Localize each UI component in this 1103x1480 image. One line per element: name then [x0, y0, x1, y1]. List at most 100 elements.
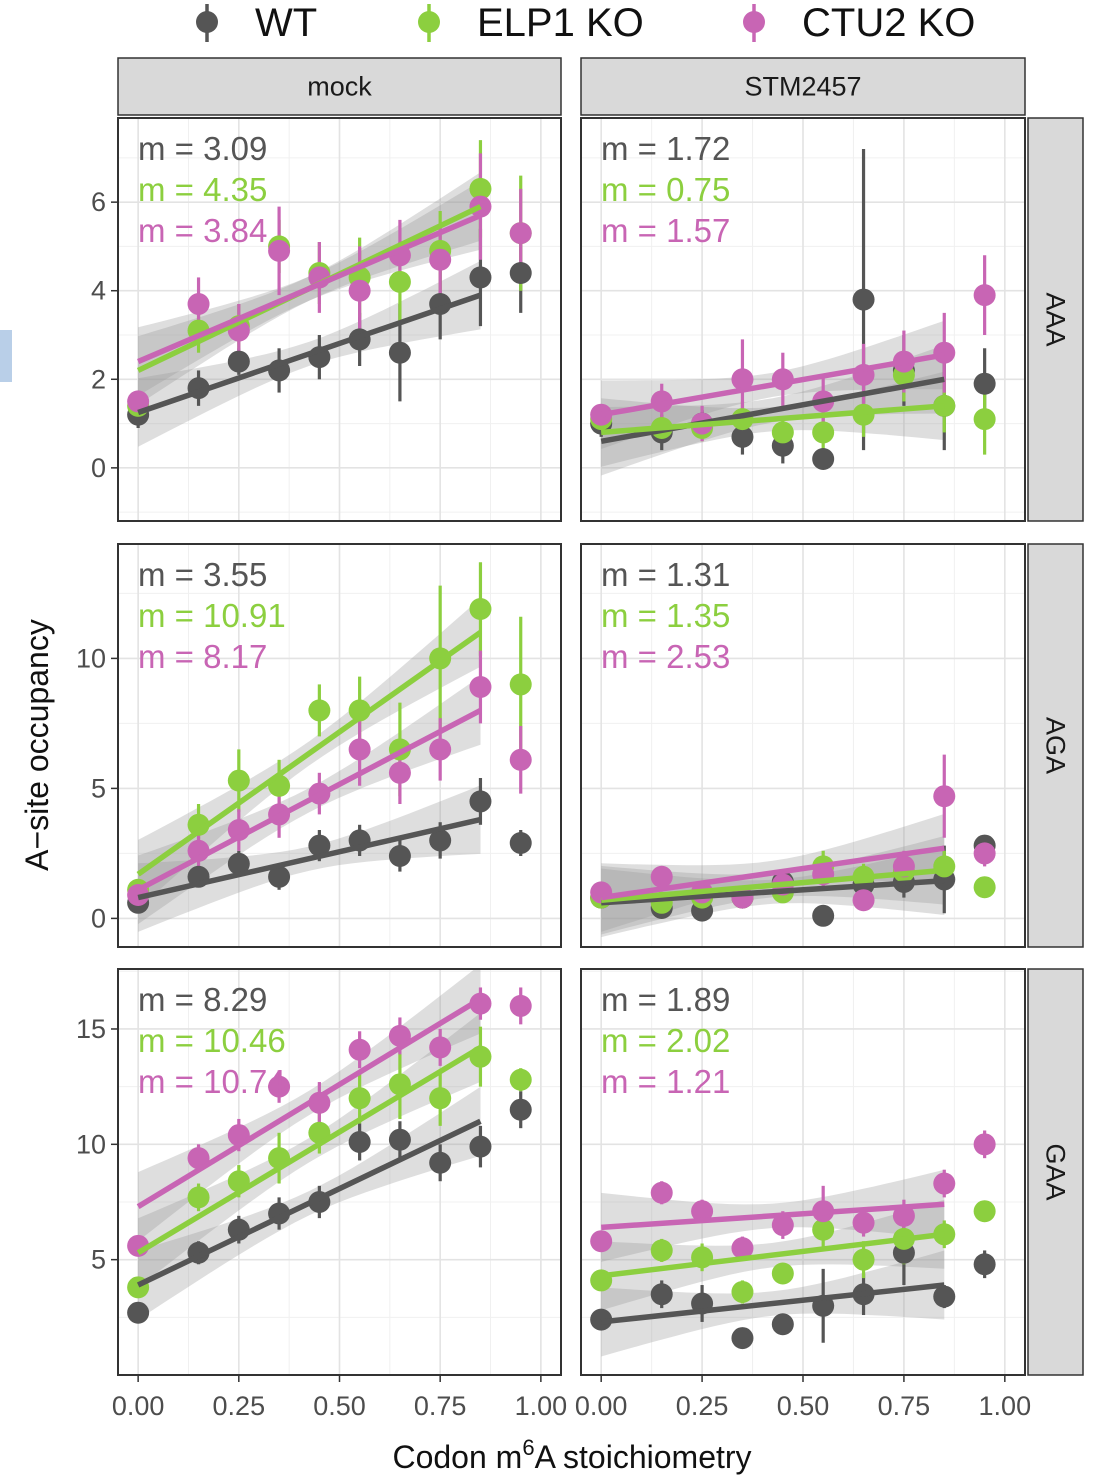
- panel-data: [590, 1130, 996, 1357]
- data-point-ctu2-ko: [771, 1214, 794, 1237]
- regression-line-elp1-ko: [600, 403, 945, 436]
- data-point-ctu2-ko: [348, 738, 371, 761]
- data-point-wt: [973, 372, 996, 395]
- data-point-elp1-ko: [973, 408, 996, 431]
- data-point-wt: [227, 350, 250, 373]
- panel-aga-stm2457: m = 1.31 m = 1.35 m = 2.53: [580, 543, 1026, 948]
- data-point-ctu2-ko: [691, 1200, 714, 1223]
- data-point-ctu2-ko: [127, 390, 150, 413]
- data-point-elp1-ko: [348, 1087, 371, 1110]
- slope-label-ctu2-ko: m = 1.21: [601, 1063, 730, 1100]
- strip-row-label: AGA: [1041, 717, 1071, 774]
- panels: m = 3.09 m = 4.35 m = 3.84 m = 1.72 m = 0.75…: [117, 117, 1026, 1376]
- data-point-ctu2-ko: [187, 293, 210, 315]
- panel-aga-mock: m = 3.55 m = 10.91 m = 8.17: [117, 543, 562, 948]
- slope-label-elp1-ko: m = 1.35: [601, 597, 730, 634]
- x-tick-label: 0.25: [676, 1391, 729, 1421]
- data-point-ctu2-ko: [509, 222, 532, 245]
- data-point-elp1-ko: [429, 1087, 452, 1110]
- data-point-ctu2-ko: [469, 992, 492, 1015]
- data-point-ctu2-ko: [429, 1036, 452, 1059]
- data-point-ctu2-ko: [509, 748, 532, 771]
- strip-row-aaa: [1027, 117, 1084, 522]
- legend-key-elp1-ko: [418, 11, 440, 33]
- legend-label-ctu2-ko: CTU2 KO: [802, 1, 975, 45]
- y-tick-label: 10: [76, 643, 106, 673]
- data-point-ctu2-ko: [348, 279, 371, 302]
- slope-label-ctu2-ko: m = 3.84: [138, 212, 267, 249]
- slope-label-ctu2-ko: m = 2.53: [601, 638, 730, 675]
- data-point-ctu2-ko: [590, 1230, 613, 1253]
- legend-label-elp1-ko: ELP1 KO: [477, 1, 644, 45]
- slope-label-wt: m = 1.89: [601, 981, 730, 1018]
- regression-line-ctu2-ko: [600, 352, 945, 418]
- data-point-wt: [812, 904, 835, 927]
- data-point-wt: [509, 832, 532, 854]
- data-point-wt: [429, 1151, 452, 1174]
- data-point-wt: [650, 1283, 673, 1306]
- strip-row-aga: [1027, 543, 1084, 948]
- data-point-ctu2-ko: [429, 248, 452, 271]
- data-point-wt: [127, 1301, 150, 1324]
- data-point-wt: [509, 1098, 532, 1121]
- slope-label-elp1-ko: m = 10.91: [138, 597, 286, 634]
- data-point-elp1-ko: [731, 1280, 754, 1303]
- x-axis-title-prefix: Codon m: [392, 1439, 522, 1475]
- facet-strips: mock STM2457 AAA AGA GAA: [117, 57, 1084, 1376]
- regression-line-elp1-ko: [136, 1045, 482, 1256]
- panel-data: [127, 140, 532, 447]
- data-point-wt: [812, 448, 835, 470]
- slope-label-ctu2-ko: m = 10.74: [138, 1063, 286, 1100]
- regression-line-elp1-ko: [600, 867, 945, 903]
- regression-line-wt: [600, 1282, 945, 1325]
- data-point-wt: [348, 1131, 371, 1154]
- y-tick-label: 6: [91, 187, 106, 217]
- strip-row-label: GAA: [1041, 1143, 1071, 1200]
- panel-data: [127, 562, 532, 932]
- y-tick-label: 4: [91, 276, 106, 306]
- data-point-wt: [227, 852, 250, 875]
- slope-label-ctu2-ko: m = 1.57: [601, 212, 730, 249]
- data-point-elp1-ko: [469, 177, 492, 200]
- x-tick-label: 0.50: [777, 1391, 830, 1421]
- slope-label-wt: m = 3.09: [138, 130, 267, 167]
- data-point-elp1-ko: [812, 421, 835, 444]
- slope-label-elp1-ko: m = 0.75: [601, 171, 730, 208]
- panel-aaa-mock: m = 3.09 m = 4.35 m = 3.84: [117, 117, 562, 522]
- slope-label-wt: m = 1.72: [601, 130, 730, 167]
- data-point-elp1-ko: [308, 699, 331, 722]
- y-axis-title: A−site occupancy: [19, 619, 55, 871]
- y-tick-label: 2: [91, 364, 106, 394]
- slope-label-wt: m = 3.55: [138, 556, 267, 593]
- slope-label-elp1-ko: m = 10.46: [138, 1022, 286, 1059]
- data-point-wt: [509, 262, 532, 284]
- y-tick-label: 10: [76, 1129, 106, 1159]
- x-axis-title: Codon m6A stoichiometry: [392, 1435, 751, 1475]
- slope-label-elp1-ko: m = 2.02: [601, 1022, 730, 1059]
- panel-data: [590, 754, 996, 938]
- strip-col-mock: [117, 57, 562, 116]
- x-axis-title-suffix: A stoichiometry: [535, 1439, 752, 1475]
- data-point-elp1-ko: [227, 769, 250, 792]
- data-point-elp1-ko: [771, 1262, 794, 1285]
- x-tick-label: 0.75: [414, 1391, 467, 1421]
- data-point-ctu2-ko: [731, 368, 754, 391]
- regression-line-wt: [137, 816, 482, 901]
- strip-col-label: mock: [307, 72, 372, 102]
- data-point-ctu2-ko: [509, 994, 532, 1017]
- x-tick-label: 0.00: [112, 1391, 165, 1421]
- data-point-wt: [469, 266, 492, 289]
- data-point-elp1-ko: [469, 598, 492, 620]
- x-tick-label: 0.75: [878, 1391, 931, 1421]
- x-tick-label: 0.25: [213, 1391, 266, 1421]
- data-point-wt: [469, 790, 492, 813]
- data-point-wt: [308, 834, 331, 857]
- panel-border: [117, 117, 562, 522]
- data-point-elp1-ko: [509, 673, 532, 696]
- regression-line-wt: [136, 1118, 482, 1288]
- data-point-wt: [388, 341, 411, 364]
- data-point-ctu2-ko: [268, 1075, 291, 1098]
- data-point-ctu2-ko: [933, 785, 956, 808]
